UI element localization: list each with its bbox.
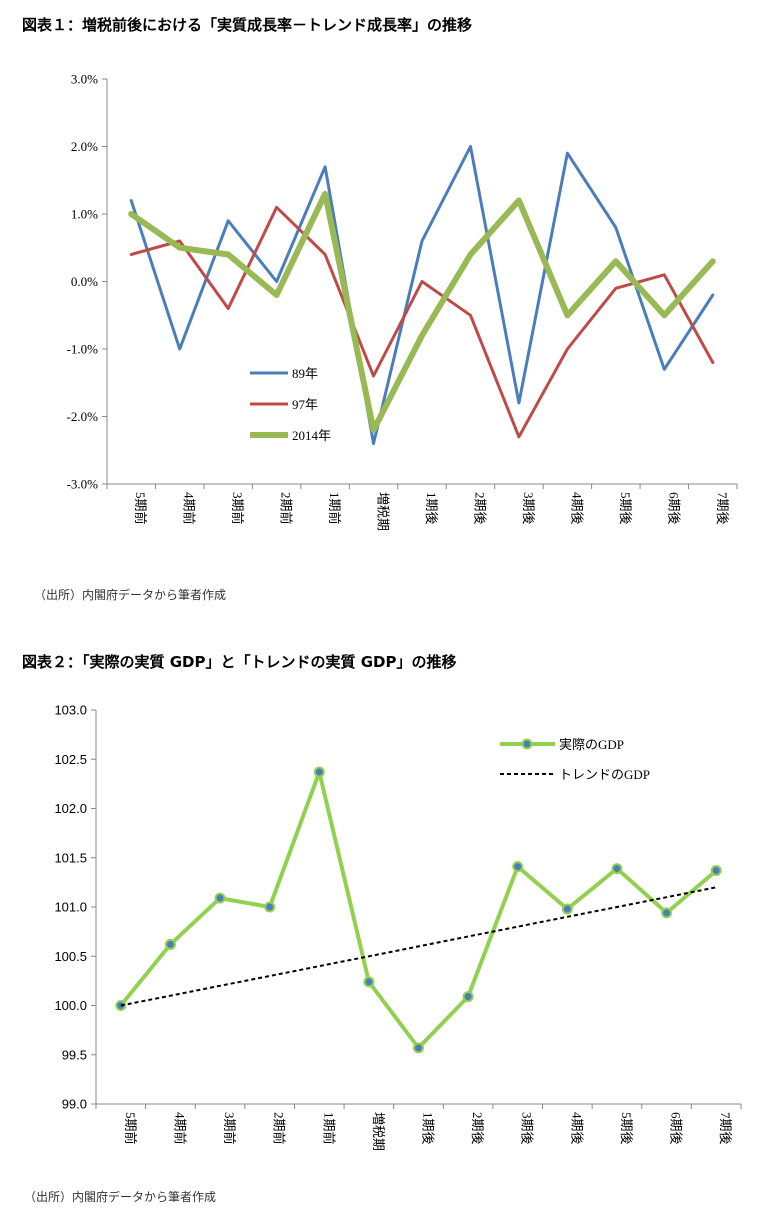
x-tick-label: 2期前 <box>279 492 294 525</box>
x-tick-label: 3期前 <box>222 1112 237 1145</box>
x-tick-label: 1期後 <box>421 1112 436 1145</box>
chart1-title: 図表１：増税前後における「実質成長率－トレンド成長率」の推移 <box>22 16 473 34</box>
y-tick-label: 2.0% <box>71 139 98 154</box>
chart1-source: （出所）内閣府データから筆者作成 <box>34 588 227 602</box>
legend-label: 2014年 <box>292 428 331 443</box>
y-tick-label: 99.0 <box>62 1097 87 1112</box>
y-tick-label: 100.5 <box>54 949 87 964</box>
chart2-source: （出所）内閣府データから筆者作成 <box>24 1190 217 1204</box>
x-tick-label: 2期後 <box>472 492 487 525</box>
y-tick-label: 101.5 <box>54 850 87 865</box>
x-tick-label: 7期後 <box>718 1112 733 1145</box>
x-tick-label: 3期後 <box>520 1112 535 1145</box>
y-tick-label: -1.0% <box>67 342 99 357</box>
x-tick-label: 増税期 <box>371 1112 386 1151</box>
data-point <box>561 903 573 915</box>
series-line-2 <box>128 190 716 433</box>
data-point <box>512 861 524 873</box>
x-tick-label: 1期前 <box>321 1112 336 1145</box>
data-point <box>710 865 722 877</box>
series-line-1 <box>120 886 717 1007</box>
x-tick-label: 1期後 <box>424 492 439 525</box>
y-tick-label: 102.0 <box>54 801 87 816</box>
data-point <box>313 766 325 778</box>
data-point <box>363 976 375 988</box>
legend-label: 97年 <box>292 397 318 412</box>
x-tick-label: 4期前 <box>172 1112 187 1145</box>
x-tick-label: 4期後 <box>569 1112 584 1145</box>
y-tick-label: 1.0% <box>71 207 98 222</box>
legend-marker <box>521 738 533 750</box>
y-tick-label: -3.0% <box>67 477 99 492</box>
x-tick-label: 4期後 <box>569 492 584 525</box>
y-tick-label: 0.0% <box>71 274 98 289</box>
y-tick-label: 101.0 <box>54 900 87 915</box>
y-tick-label: 99.5 <box>62 1047 87 1062</box>
x-tick-label: 5期後 <box>618 492 633 525</box>
x-tick-label: 2期前 <box>272 1112 287 1145</box>
y-tick-label: 100.0 <box>54 998 87 1013</box>
data-point <box>611 863 623 875</box>
x-tick-label: 3期前 <box>230 492 245 525</box>
legend-label: トレンドのGDP <box>559 767 650 782</box>
x-tick-label: 1期前 <box>327 492 342 525</box>
x-tick-label: 5期前 <box>123 1112 138 1145</box>
data-point <box>413 1042 424 1054</box>
data-point <box>264 901 276 913</box>
data-point <box>214 892 226 904</box>
series-line-0 <box>118 770 719 1050</box>
x-tick-label: 5期前 <box>133 492 148 525</box>
x-tick-label: 6期後 <box>666 492 681 525</box>
series-line-0 <box>129 145 715 445</box>
x-tick-label: 増税期 <box>376 492 391 531</box>
y-tick-label: 3.0% <box>71 72 98 87</box>
data-point <box>462 991 474 1003</box>
x-tick-label: 7期後 <box>715 492 730 525</box>
x-tick-label: 2期後 <box>470 1112 485 1145</box>
y-tick-label: -2.0% <box>67 409 99 424</box>
series-line-1 <box>129 205 715 439</box>
y-tick-label: 102.5 <box>54 752 87 767</box>
data-point <box>661 907 673 919</box>
legend-label: 実際のGDP <box>559 737 624 752</box>
x-tick-label: 3期後 <box>521 492 536 525</box>
chart2-title: 図表２：「実際の実質 GDP」と「トレンドの実質 GDP」の推移 <box>22 653 457 671</box>
x-tick-label: 6期後 <box>669 1112 684 1145</box>
x-tick-label: 4期前 <box>182 492 197 525</box>
y-tick-label: 103.0 <box>54 703 87 718</box>
x-tick-label: 5期後 <box>619 1112 634 1145</box>
data-point <box>164 938 176 950</box>
chart1-svg: -3.0% -2.0% -1.0% 0.0% 1.0% 2.0% 3.0% 5期前 4期前 3期前… <box>67 72 738 531</box>
legend-label: 89年 <box>292 366 318 381</box>
